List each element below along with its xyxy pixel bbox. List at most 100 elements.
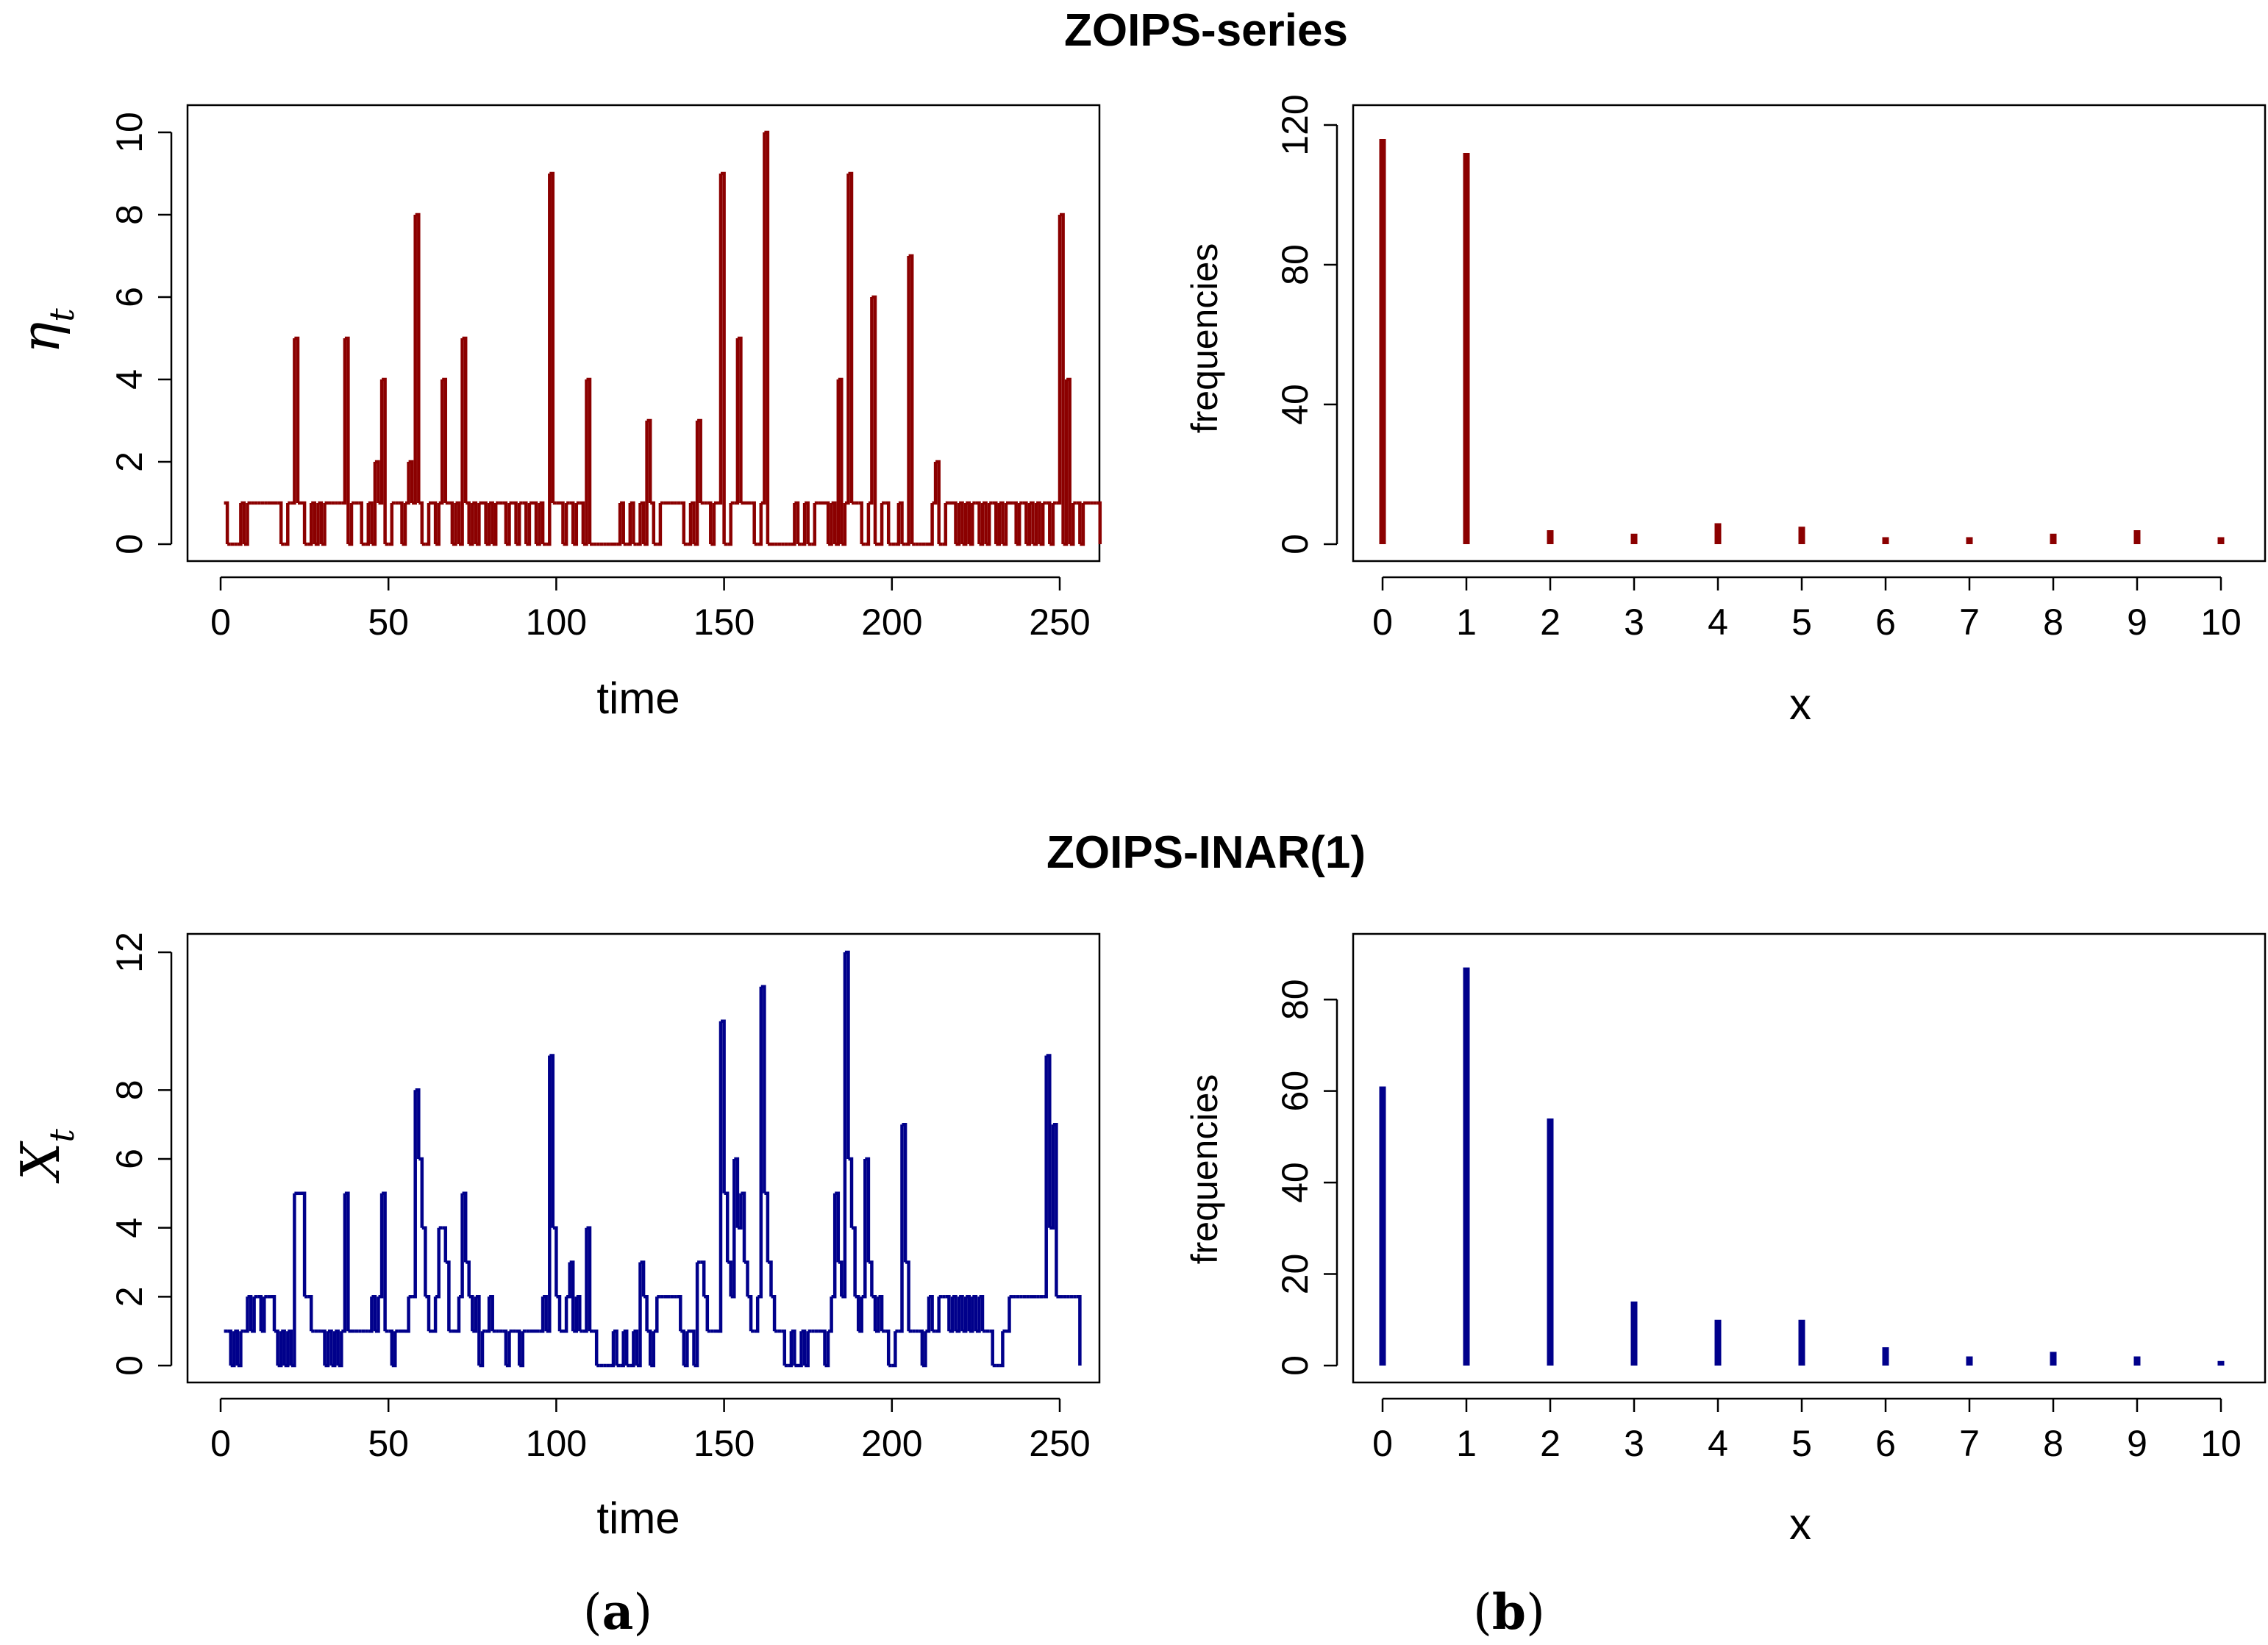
frequency-eta-panel: 0 1 2 3 4 5 6 7 8 9 10 0 40 80 120 x frequencies (1184, 94, 2267, 729)
series-point (848, 1157, 854, 1228)
series-point (865, 503, 871, 546)
series-point (415, 213, 421, 503)
series-point (996, 503, 1002, 546)
series-point (569, 501, 575, 544)
series-point (586, 377, 592, 544)
series-point (945, 1295, 951, 1332)
series-point (885, 1329, 891, 1366)
series-point (519, 1331, 525, 1368)
series-point (586, 1226, 592, 1332)
series-point (311, 501, 317, 544)
series-point (569, 1260, 575, 1332)
x-tick-label: 50 (368, 602, 409, 643)
series-point (371, 462, 377, 546)
series-point (942, 503, 948, 546)
series-point (492, 503, 498, 546)
series-point (791, 503, 796, 546)
series-point (999, 1331, 1005, 1368)
series-point (1043, 1055, 1048, 1299)
series-point (1052, 1122, 1058, 1297)
series-point (1046, 1054, 1052, 1228)
series-point (341, 338, 347, 505)
x-axis: 0 50 100 150 200 250 (210, 1397, 1091, 1464)
series-point (636, 503, 642, 546)
series-point (536, 503, 541, 546)
series-point (224, 501, 229, 544)
series-point (247, 1295, 253, 1332)
series-point (475, 503, 481, 546)
series-point (522, 501, 528, 544)
series-point (623, 1329, 629, 1366)
series-point (989, 1329, 994, 1366)
series-point (341, 1193, 347, 1333)
series-point (868, 1260, 874, 1297)
series-point (841, 952, 847, 1299)
series-point (760, 132, 766, 505)
plot-frame (1352, 104, 2267, 563)
frequency-x-panel: 0 1 2 3 4 5 6 7 8 9 10 0 20 40 60 80 x frequencies (1184, 932, 2267, 1549)
series-point (691, 501, 696, 544)
x-tick-label: 150 (693, 602, 755, 643)
series-point (791, 1329, 796, 1366)
bar-marks (1379, 139, 2225, 544)
series-point (274, 1329, 279, 1366)
series-point (526, 503, 532, 546)
series-point (365, 503, 371, 546)
x-tick-label: 2 (1540, 602, 1561, 643)
series-point (307, 503, 313, 546)
series-point (650, 501, 656, 544)
y-tick-label: 4 (109, 1218, 150, 1238)
x-tick-label: 6 (1875, 1423, 1896, 1464)
series-point (737, 1193, 743, 1230)
y-axis-subscript: t (42, 308, 82, 322)
series-point (237, 503, 243, 546)
series-point (432, 1296, 438, 1333)
x-tick-label: 250 (1029, 602, 1090, 643)
series-point (730, 1159, 736, 1299)
series-point (382, 377, 387, 544)
series-point (449, 501, 454, 544)
series-point (754, 1296, 760, 1333)
series-point (921, 1331, 927, 1368)
series-point (237, 1331, 243, 1368)
series-point (805, 501, 810, 544)
x-tick-label: 0 (210, 1423, 231, 1464)
series-point (405, 1296, 410, 1333)
x-tick-label: 250 (1029, 1423, 1090, 1464)
x-tick-label: 7 (1959, 1423, 1980, 1464)
x-tick-label: 2 (1540, 1423, 1561, 1464)
y-axis-label: ηt (10, 308, 82, 354)
plot-frame (1352, 932, 2267, 1384)
series-point (378, 1193, 384, 1299)
x-axis: 0 1 2 3 4 5 6 7 8 9 10 (1372, 1397, 2242, 1464)
series-point (412, 215, 417, 505)
series-point (405, 462, 410, 505)
series-point (717, 174, 723, 505)
series-point (643, 421, 649, 546)
y-axis-subscript: t (42, 1129, 82, 1143)
series-point (992, 501, 998, 544)
series-point (391, 1331, 397, 1368)
series-point (482, 501, 488, 544)
series-point (801, 1329, 807, 1366)
x-tick-label: 5 (1791, 1423, 1812, 1464)
series-point (616, 503, 622, 546)
series-point (865, 1157, 871, 1263)
series-point (445, 1260, 451, 1332)
series-point (1016, 503, 1021, 546)
series-point (925, 1296, 931, 1333)
series-point (764, 130, 770, 544)
timeseries-x-panel: 0 50 100 150 200 250 0 2 4 6 8 12 time Xt (10, 932, 1101, 1543)
series-point (489, 1295, 494, 1332)
series-point (505, 503, 511, 546)
x-tick-label: 5 (1791, 602, 1812, 643)
series-point (905, 256, 910, 546)
y-axis-label: Xt (10, 1129, 82, 1184)
series-point (744, 1260, 749, 1297)
y-tick-label: 6 (109, 1149, 150, 1169)
series-point (633, 1329, 639, 1366)
series-point (563, 503, 568, 546)
series-point (657, 503, 663, 546)
x-tick-label: 100 (526, 602, 587, 643)
series-point (505, 1331, 511, 1368)
